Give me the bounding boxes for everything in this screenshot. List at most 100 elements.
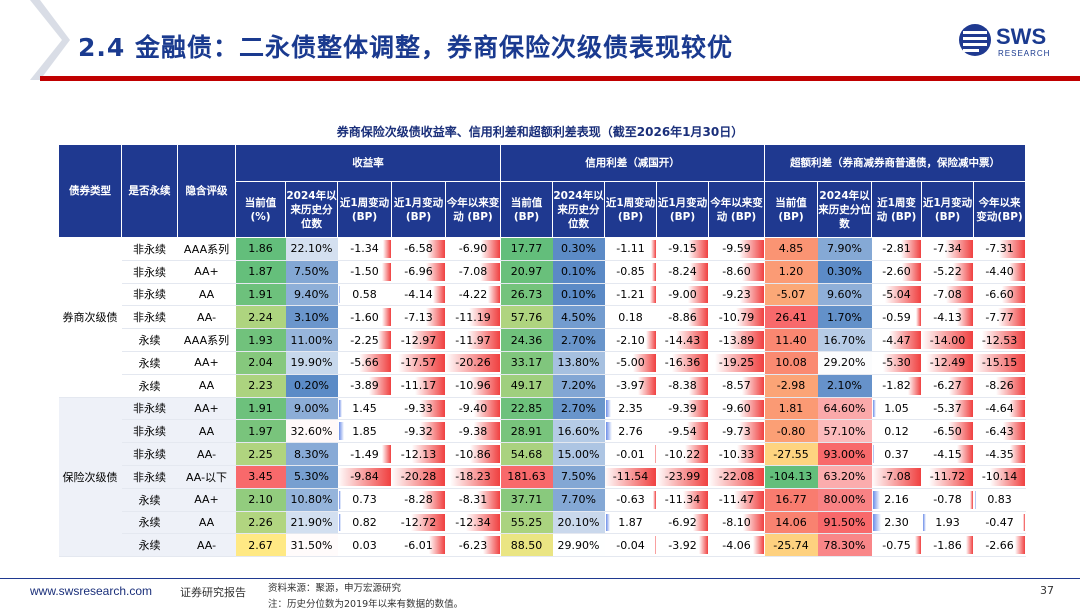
change-value: -4.47 — [882, 334, 910, 347]
cell-y-change-2: -1.34 — [338, 238, 392, 261]
change-value: -0.59 — [882, 311, 910, 324]
subheader-yield-3: 近1月变动 (BP) — [392, 182, 446, 238]
cell-s-change-2: -2.10 — [605, 329, 657, 352]
change-value: -10.22 — [665, 448, 700, 461]
change-value: -9.40 — [459, 402, 487, 415]
change-bar — [339, 422, 344, 440]
logo-text: SWS — [996, 24, 1046, 50]
cell-e-change-4: -7.77 — [974, 306, 1026, 329]
cell-y-percentile: 31.50% — [286, 534, 338, 557]
cell-e-change-3: -0.78 — [922, 488, 974, 511]
change-bar — [339, 514, 341, 532]
change-value: -9.00 — [668, 288, 696, 301]
cell-e-change-3: -7.34 — [922, 238, 974, 261]
change-value: -11.19 — [455, 311, 490, 324]
cell-e-change-4: 0.83 — [974, 488, 1026, 511]
logo-sub: RESEARCH — [998, 49, 1050, 58]
cell-s-percentile: 7.50% — [553, 465, 605, 488]
subheader-yield-1: 2024年以来历史分位数 — [286, 182, 338, 238]
change-value: -4.64 — [985, 402, 1013, 415]
cell-e-percentile: 91.50% — [818, 511, 872, 534]
change-value: -1.86 — [933, 539, 961, 552]
cell-y-current: 2.67 — [236, 534, 286, 557]
cell-y-change-4: -20.26 — [446, 351, 501, 374]
change-value: -4.14 — [404, 288, 432, 301]
cell-y-change-2: 0.82 — [338, 511, 392, 534]
cell-e-percentile: 2.10% — [818, 374, 872, 397]
cell-e-change-3: -11.72 — [922, 465, 974, 488]
cell-s-change-2: 2.76 — [605, 420, 657, 443]
cell-y-change-4: -12.34 — [446, 511, 501, 534]
cell-s-percentile: 4.50% — [553, 306, 605, 329]
change-value: -0.01 — [616, 448, 644, 461]
cell-s-change-3: -9.39 — [657, 397, 709, 420]
cell-s-change-2: -0.01 — [605, 443, 657, 466]
cell-e-percentile: 57.10% — [818, 420, 872, 443]
cell-perp: 非永续 — [122, 306, 178, 329]
footer-divider — [0, 578, 1080, 579]
change-value: -0.75 — [882, 539, 910, 552]
change-value: 1.85 — [352, 425, 377, 438]
subheader-excess-3: 近1月变动 (BP) — [922, 182, 974, 238]
change-value: -11.17 — [401, 379, 436, 392]
table-title: 券商保险次级债收益率、信用利差和超额利差表现（截至2026年1月30日） — [0, 123, 1080, 140]
change-bar — [650, 286, 655, 304]
cell-s-change-4: -9.59 — [709, 238, 765, 261]
cell-y-change-3: -12.97 — [392, 329, 446, 352]
cell-y-percentile: 9.40% — [286, 283, 338, 306]
subheader-excess-2: 近1周变动 (BP) — [872, 182, 922, 238]
cell-e-change-2: -2.60 — [872, 260, 922, 283]
cell-y-change-2: -9.84 — [338, 465, 392, 488]
change-bar — [966, 536, 973, 554]
change-value: -3.92 — [668, 539, 696, 552]
cell-s-change-2: -1.11 — [605, 238, 657, 261]
cell-perp: 永续 — [122, 329, 178, 352]
cell-y-change-2: -1.60 — [338, 306, 392, 329]
footer-url[interactable]: www.swsresearch.com — [30, 584, 152, 598]
cell-s-change-4: -10.79 — [709, 306, 765, 329]
change-value: -1.11 — [616, 242, 644, 255]
change-bar — [382, 263, 390, 281]
change-value: -1.21 — [616, 288, 644, 301]
cell-s-change-4: -10.33 — [709, 443, 765, 466]
cell-e-change-2: 2.16 — [872, 488, 922, 511]
cell-s-change-2: -5.00 — [605, 351, 657, 374]
cell-s-change-4: -9.73 — [709, 420, 765, 443]
cell-y-change-2: 1.45 — [338, 397, 392, 420]
change-value: -2.10 — [616, 334, 644, 347]
cell-s-change-3: -9.54 — [657, 420, 709, 443]
change-value: -10.86 — [455, 448, 490, 461]
change-value: -2.25 — [350, 334, 378, 347]
cell-y-percentile: 8.30% — [286, 443, 338, 466]
change-bar — [652, 263, 656, 281]
cell-rating: AA+ — [178, 260, 236, 283]
change-bar — [873, 491, 881, 509]
change-value: 0.73 — [352, 493, 377, 506]
cell-e-current: 1.81 — [765, 397, 818, 420]
cell-y-change-2: 0.03 — [338, 534, 392, 557]
change-bar — [873, 400, 877, 418]
change-bar — [923, 514, 927, 532]
cell-y-change-3: -20.28 — [392, 465, 446, 488]
cell-e-change-4: -6.43 — [974, 420, 1026, 443]
change-value: -17.57 — [401, 356, 436, 369]
cell-e-change-3: -6.27 — [922, 374, 974, 397]
cell-perp: 永续 — [122, 488, 178, 511]
change-value: -0.85 — [616, 265, 644, 278]
cell-e-change-4: -0.47 — [974, 511, 1026, 534]
change-value: -4.35 — [985, 448, 1013, 461]
cell-e-percentile: 1.70% — [818, 306, 872, 329]
cell-rating: AA- — [178, 443, 236, 466]
cell-s-percentile: 20.10% — [553, 511, 605, 534]
cell-perp: 非永续 — [122, 443, 178, 466]
subheader-excess-0: 当前值(BP) — [765, 182, 818, 238]
group-label: 券商次级债 — [59, 238, 122, 398]
change-value: -6.50 — [933, 425, 961, 438]
page-title: 2.4 金融债：二永债整体调整，券商保险次级债表现较优 — [78, 28, 733, 64]
